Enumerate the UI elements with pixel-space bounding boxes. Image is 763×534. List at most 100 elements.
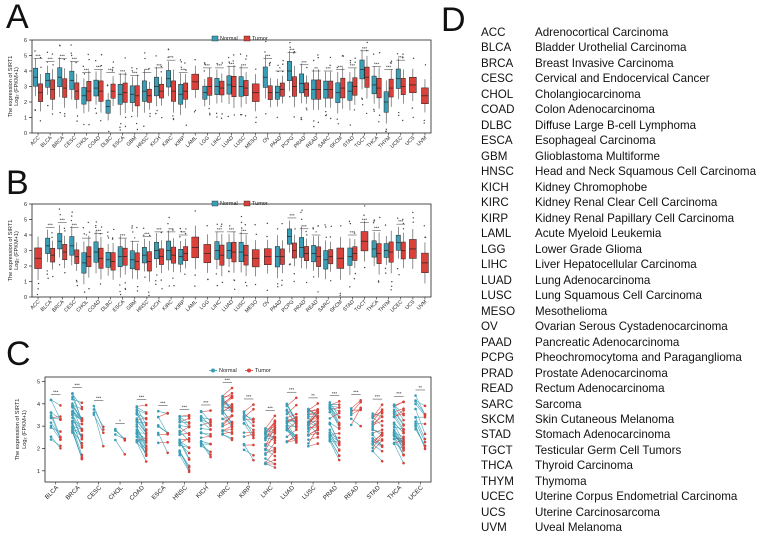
- tumor-point: [231, 431, 234, 434]
- significance-label: ***: [181, 68, 187, 73]
- normal-point: [371, 422, 374, 425]
- normal-point: [307, 430, 310, 433]
- normal-point: [328, 438, 331, 441]
- normal-point: [264, 453, 267, 456]
- significance-label: **: [311, 393, 315, 398]
- normal-point: [200, 419, 203, 422]
- tumor-outlier: [267, 223, 268, 224]
- tumor-outlier: [340, 295, 341, 296]
- tumor-outlier: [206, 225, 207, 226]
- pair-line: [201, 436, 210, 437]
- legend-normal-dot: [211, 369, 215, 373]
- x-tick-label: UVM: [416, 299, 428, 311]
- tumor-point: [188, 421, 191, 424]
- tumor-outlier: [125, 289, 126, 290]
- normal-outlier: [217, 285, 218, 286]
- normal-point: [286, 435, 289, 438]
- tumor-point: [252, 444, 255, 447]
- normal-outlier: [95, 60, 96, 61]
- abbreviation-code: LAML: [481, 228, 511, 240]
- normal-outlier: [265, 41, 266, 42]
- tumor-point: [274, 463, 277, 466]
- tumor-point: [145, 412, 148, 415]
- tumor-outlier: [113, 229, 114, 230]
- pair-line: [308, 409, 317, 421]
- tumor-outlier: [342, 55, 343, 56]
- normal-point: [50, 438, 53, 441]
- tumor-outlier: [101, 226, 102, 227]
- panel-letter-d: D: [441, 3, 466, 37]
- abbreviation-code: MESO: [481, 306, 515, 318]
- tumor-point: [166, 441, 169, 444]
- tumor-outlier: [125, 282, 126, 283]
- abbreviation-code: ESCA: [481, 135, 513, 147]
- significance-label: ***: [35, 54, 41, 59]
- normal-outlier: [47, 273, 48, 274]
- tumor-point: [59, 438, 62, 441]
- tumor-outlier: [161, 279, 162, 280]
- normal-point: [178, 418, 181, 421]
- tumor-point: [295, 404, 298, 407]
- x-tick-label: MESO: [244, 299, 259, 314]
- significance-label: ***: [72, 57, 78, 62]
- tumor-outlier: [378, 280, 379, 281]
- tumor-outlier: [378, 121, 379, 122]
- normal-point: [243, 444, 246, 447]
- normal-point: [307, 413, 310, 416]
- tumor-outlier: [330, 236, 331, 237]
- significance-label: ***: [181, 230, 187, 235]
- normal-outlier: [398, 274, 399, 275]
- abbreviation-code: UVM: [481, 522, 507, 534]
- tumor-outlier: [391, 281, 392, 282]
- tumor-point: [145, 434, 148, 437]
- significance-label: ***: [120, 69, 126, 74]
- tumor-point: [231, 395, 234, 398]
- abbreviation-name: Thyroid Carcinoma: [535, 460, 633, 472]
- normal-outlier: [204, 70, 205, 71]
- x-tick-label: SKCM: [329, 299, 344, 314]
- tumor-outlier: [245, 115, 246, 116]
- normal-point: [414, 425, 417, 428]
- normal-outlier: [96, 221, 97, 222]
- tumor-outlier: [293, 116, 294, 117]
- normal-outlier: [362, 104, 363, 105]
- tumor-point: [231, 410, 234, 413]
- normal-outlier: [277, 228, 278, 229]
- x-tick-label: COAD: [87, 299, 102, 314]
- x-tick-label: STAD: [366, 484, 383, 501]
- normal-outlier: [373, 222, 374, 223]
- tumor-outlier: [100, 283, 101, 284]
- pair-line: [373, 451, 382, 461]
- tumor-point: [274, 437, 277, 440]
- x-tick-label: READ: [305, 135, 320, 150]
- tumor-outlier: [184, 62, 185, 63]
- x-tick-label: LIHC: [260, 484, 275, 499]
- tumor-outlier: [194, 210, 195, 211]
- normal-point: [328, 423, 331, 426]
- normal-outlier: [277, 117, 278, 118]
- abbreviation-name: Uterine Carcinosarcoma: [535, 507, 660, 519]
- significance-label: ***: [362, 218, 368, 223]
- y-tick-label: 1: [24, 116, 27, 122]
- abbreviation-code: HNSC: [481, 166, 514, 178]
- significance-label: ***: [96, 228, 102, 233]
- tumor-point: [338, 422, 341, 425]
- tumor-outlier: [148, 295, 149, 296]
- x-tick-label: LUSC: [301, 484, 318, 501]
- tumor-point: [274, 455, 277, 458]
- significance-label: ***: [75, 383, 81, 388]
- normal-point: [200, 427, 203, 430]
- abbreviation-name: Kidney Chromophobe: [535, 182, 647, 194]
- tumor-point: [274, 459, 277, 462]
- tumor-outlier: [255, 117, 256, 118]
- tumor-outlier: [194, 285, 195, 286]
- tumor-outlier: [379, 52, 380, 53]
- normal-outlier: [326, 237, 327, 238]
- significance-label: ***: [156, 63, 162, 68]
- tumor-point: [402, 424, 405, 427]
- tumor-point: [274, 415, 277, 418]
- normal-point: [393, 434, 396, 437]
- normal-outlier: [312, 227, 313, 228]
- normal-outlier: [385, 268, 386, 269]
- normal-outlier: [217, 224, 218, 225]
